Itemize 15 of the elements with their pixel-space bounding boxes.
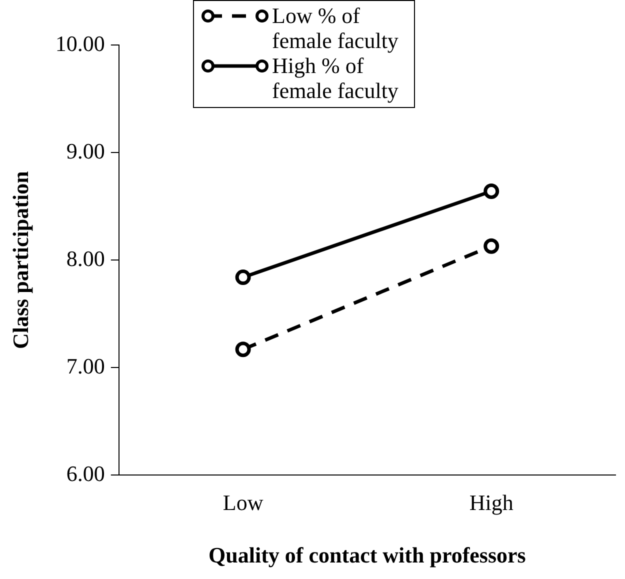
- point: [484, 238, 500, 254]
- point: [484, 184, 500, 200]
- legend-label: Low % of female faculty: [272, 3, 400, 53]
- x-axis-title: Quality of contact with professors: [208, 542, 526, 568]
- x-tick-label: Low: [222, 490, 264, 516]
- point: [235, 270, 251, 286]
- y-tick-label: 10.00: [55, 30, 105, 56]
- y-axis-title: Class participation: [8, 171, 33, 350]
- point: [235, 342, 251, 358]
- y-tick-label: 8.00: [66, 246, 105, 271]
- legend-label: High % of female faculty: [272, 53, 400, 103]
- y-tick-label: 9.00: [66, 138, 105, 164]
- y-tick-label: 7.00: [66, 353, 105, 378]
- y-tick-label: 6.00: [66, 460, 105, 486]
- x-tick-label: High: [469, 490, 514, 516]
